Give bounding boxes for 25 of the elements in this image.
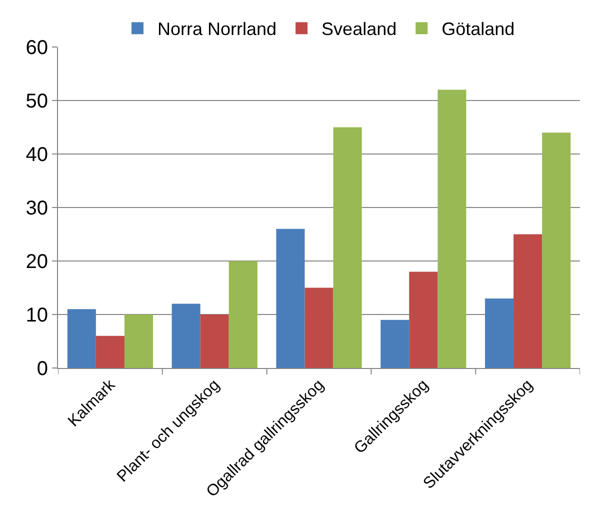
- y-tick-label: 40: [26, 144, 48, 166]
- y-tick-label: 60: [26, 37, 48, 59]
- y-tick-label: 10: [26, 304, 48, 326]
- bar: [542, 132, 571, 368]
- y-tick-label: 0: [36, 358, 48, 380]
- bar: [380, 320, 410, 368]
- bar: [304, 288, 334, 368]
- bar: [96, 336, 124, 368]
- legend-label: Svealand: [322, 19, 397, 40]
- bar: [67, 309, 96, 368]
- y-tick-label: 20: [26, 251, 48, 273]
- y-tick-label: 50: [26, 90, 48, 112]
- legend-label: Norra Norrland: [158, 19, 277, 40]
- bar: [485, 298, 514, 368]
- y-tick-label: 30: [26, 198, 48, 220]
- bar: [228, 261, 258, 368]
- bar: [333, 127, 362, 368]
- legend-label: Götaland: [442, 19, 515, 40]
- bar: [514, 234, 542, 368]
- bar: [200, 314, 229, 368]
- bar: [409, 272, 438, 368]
- bar: [438, 90, 466, 368]
- bar: [276, 228, 305, 368]
- bar: [124, 314, 153, 368]
- bar: [172, 304, 200, 368]
